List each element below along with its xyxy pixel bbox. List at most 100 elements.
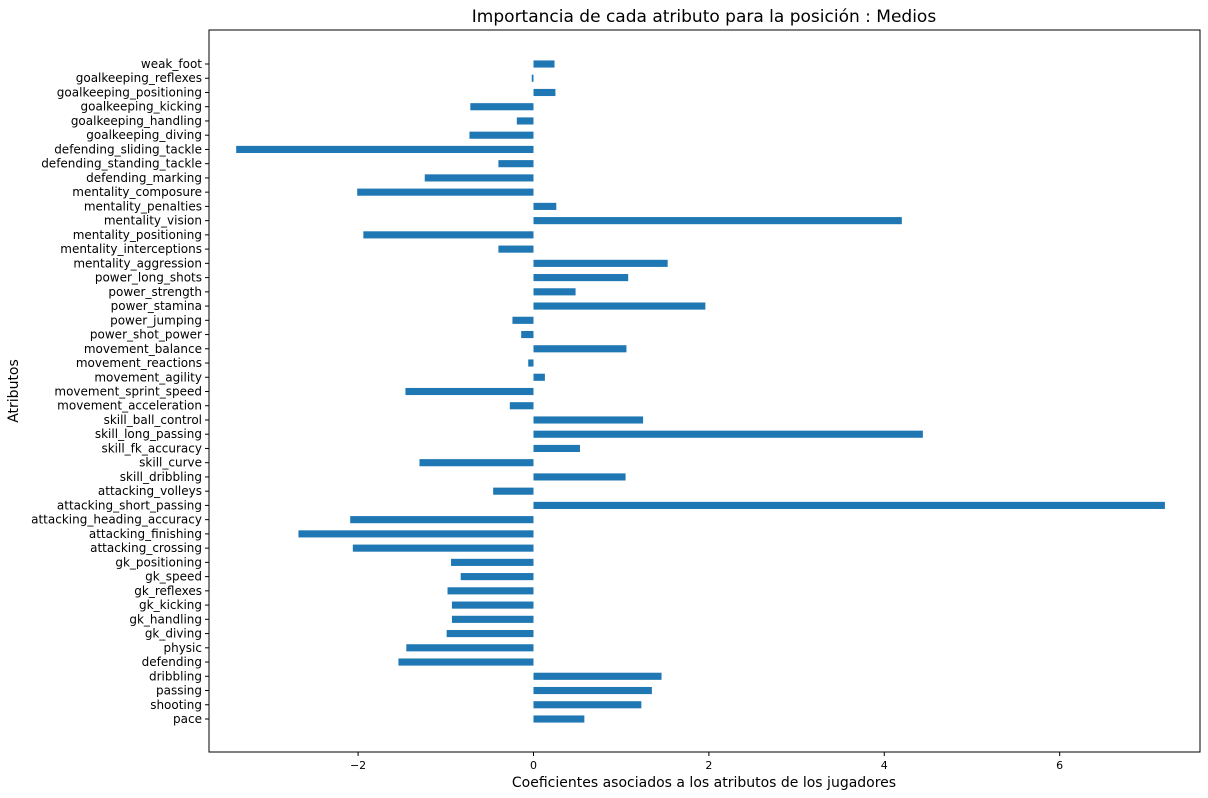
bar-defending-marking xyxy=(424,174,534,182)
bar-dribbling xyxy=(533,672,662,680)
y-tick-label: pace xyxy=(173,712,202,726)
y-tick-label: shooting xyxy=(150,698,202,712)
bar-defending-standing-tackle xyxy=(498,160,534,168)
y-tick-label: mentality_composure xyxy=(72,185,202,199)
bar-skill-long-passing xyxy=(533,430,923,438)
x-tick-label: 0 xyxy=(530,759,537,772)
y-tick-label: skill_curve xyxy=(139,456,202,470)
bar-gk-handling xyxy=(451,615,534,623)
y-tick-label: power_strength xyxy=(108,285,202,299)
y-tick-label: gk_kicking xyxy=(139,598,202,612)
y-tick-label: goalkeeping_diving xyxy=(86,128,202,142)
y-tick-label: gk_handling xyxy=(129,612,202,626)
bar-mentality-positioning xyxy=(363,231,534,239)
bar-skill-curve xyxy=(419,459,534,467)
bar-gk-kicking xyxy=(451,601,534,609)
y-tick-label: defending xyxy=(142,655,202,669)
y-tick-label: gk_reflexes xyxy=(134,584,202,598)
bar-shooting xyxy=(533,701,642,709)
y-tick-label: goalkeeping_positioning xyxy=(57,85,202,99)
y-tick-label: mentality_interceptions xyxy=(60,242,202,256)
y-tick-label: skill_fk_accuracy xyxy=(101,441,202,455)
y-tick-label: gk_positioning xyxy=(115,555,202,569)
y-tick-label: mentality_penalties xyxy=(84,199,202,213)
x-tick-label: 6 xyxy=(1056,759,1063,772)
y-tick-label: movement_sprint_speed xyxy=(54,385,202,399)
bar-movement-balance xyxy=(533,345,627,353)
y-tick-label: movement_agility xyxy=(94,370,202,384)
bar-movement-acceleration xyxy=(509,402,534,410)
y-tick-label: mentality_vision xyxy=(104,214,202,228)
y-tick-label: attacking_volleys xyxy=(98,484,202,498)
y-tick-label: passing xyxy=(156,684,202,698)
plot-area-frame xyxy=(208,29,1201,753)
y-tick-label: mentality_aggression xyxy=(73,256,202,270)
y-tick-label: attacking_crossing xyxy=(90,541,202,555)
bar-gk-reflexes xyxy=(447,587,534,595)
bar-attacking-finishing xyxy=(298,530,534,538)
bar-movement-sprint-speed xyxy=(405,387,534,396)
bar-goalkeeping-kicking xyxy=(470,103,534,111)
bar-power-shot-power xyxy=(521,330,534,339)
bar-goalkeeping-positioning xyxy=(533,88,556,97)
bar-movement-agility xyxy=(533,373,545,381)
bar-attacking-heading-accuracy xyxy=(350,516,534,524)
y-tick-label: defending_marking xyxy=(86,171,202,185)
bar-skill-ball-control xyxy=(533,416,644,424)
bar-gk-diving xyxy=(446,630,534,638)
bar-passing xyxy=(533,686,652,695)
bar-skill-fk-accuracy xyxy=(533,444,580,453)
bar-skill-dribbling xyxy=(533,473,626,481)
bar-attacking-crossing xyxy=(352,544,534,552)
y-tick-label: power_long_shots xyxy=(95,271,202,285)
y-tick-label: goalkeeping_kicking xyxy=(81,100,203,114)
y-tick-label: movement_acceleration xyxy=(57,399,202,413)
bar-mentality-aggression xyxy=(533,259,668,267)
y-tick-label: attacking_heading_accuracy xyxy=(31,513,202,527)
y-tick-label: mentality_positioning xyxy=(73,228,202,242)
y-tick-label: movement_reactions xyxy=(76,356,202,370)
chart-title: Importancia de cada atributo para la pos… xyxy=(472,7,937,27)
y-tick-label: movement_balance xyxy=(84,342,202,356)
x-axis-label: Coeficientes asociados a los atributos d… xyxy=(512,775,896,791)
bar-mentality-interceptions xyxy=(498,245,534,253)
bar-defending-sliding-tackle xyxy=(236,145,534,153)
x-tick-label: 4 xyxy=(881,759,888,772)
bar-power-long-shots xyxy=(533,274,629,282)
bar-attacking-volleys xyxy=(493,487,534,495)
y-tick-label: goalkeeping_handling xyxy=(71,114,202,128)
y-tick-label: dribbling xyxy=(149,669,202,683)
y-tick-label: weak_foot xyxy=(141,57,202,71)
bar-goalkeeping-reflexes xyxy=(531,74,534,82)
y-tick-label: power_shot_power xyxy=(90,328,202,342)
bar-power-strength xyxy=(533,288,576,296)
bar-mentality-penalties xyxy=(533,202,557,210)
y-tick-label: power_stamina xyxy=(111,299,202,313)
y-tick-label: goalkeeping_reflexes xyxy=(76,71,202,85)
bar-mentality-vision xyxy=(533,217,902,225)
bar-goalkeeping-handling xyxy=(516,117,534,125)
y-tick-label: power_jumping xyxy=(110,313,202,327)
bar-pace xyxy=(533,715,585,723)
y-tick-label: attacking_short_passing xyxy=(57,498,202,512)
y-tick-label: skill_long_passing xyxy=(95,427,202,441)
bar-power-jumping xyxy=(512,316,534,324)
bar-gk-speed xyxy=(460,573,534,581)
bar-mentality-composure xyxy=(357,188,534,196)
y-tick-label: defending_sliding_tackle xyxy=(54,142,202,156)
bar-goalkeeping-diving xyxy=(469,131,534,139)
x-tick-label: −2 xyxy=(350,759,366,772)
y-tick-label: physic xyxy=(163,641,202,655)
bar-defending xyxy=(398,658,534,666)
y-tick-label: defending_standing_tackle xyxy=(41,157,202,171)
bar-physic xyxy=(406,644,534,652)
y-tick-label: skill_dribbling xyxy=(120,470,202,484)
y-axis-label: Atributos xyxy=(6,359,22,423)
bar-attacking-short-passing xyxy=(533,501,1165,509)
bar-weak-foot xyxy=(533,60,555,68)
bar-gk-positioning xyxy=(451,558,534,566)
y-tick-label: gk_diving xyxy=(145,627,202,641)
y-tick-label: gk_speed xyxy=(145,570,202,584)
y-tick-label: skill_ball_control xyxy=(104,413,202,427)
